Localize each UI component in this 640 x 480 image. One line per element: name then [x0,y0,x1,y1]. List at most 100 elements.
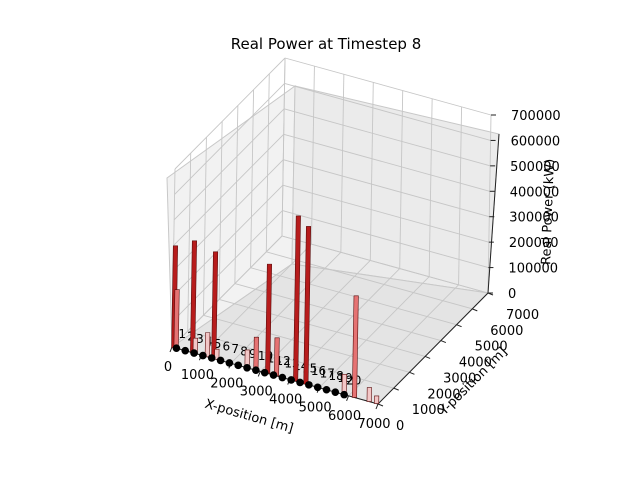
node-label: 17 [320,366,335,380]
grid-line [284,57,492,116]
grid-line [250,89,255,268]
z-tick-label: 700000 [511,109,561,124]
bus-node [225,359,234,367]
z-tick-label: 0 [508,287,516,302]
node-label: 18 [329,369,344,383]
z-tick-label: 300000 [509,211,559,226]
grid-line [187,153,192,332]
grid-line [201,243,312,356]
bus-node [331,388,340,396]
y-tick-label: 2000 [427,387,460,402]
node-label: 7 [231,342,239,356]
grid-line [172,159,284,272]
grid-line [234,105,239,284]
bus-node [313,383,322,392]
grid-line [218,121,223,300]
grid-line [283,133,490,192]
bus-node [269,371,278,379]
bus-node [340,390,348,399]
x-tick-label: 3000 [240,384,273,399]
grid-line [187,330,394,389]
z-ticks: 0 100000 200000 300000 400000 500000 600000 700… [488,109,561,302]
bus-nodes [172,344,348,399]
z-tick-label: 600000 [511,134,561,149]
bus-node [216,356,225,365]
y-tick-label: 3000 [443,371,476,386]
grid-line [230,251,342,364]
grid-line [250,267,457,326]
z-axis-label: Real Power (kW) [539,159,558,266]
x-tick-mark [346,395,350,402]
power-bar [293,215,301,382]
grid-line [171,235,283,348]
bus-node [260,368,269,377]
node-label: 6 [223,339,231,353]
power-bar [204,332,211,358]
bus-node [199,351,207,360]
node-label: 5 [214,337,222,351]
bus-node [190,349,198,357]
grid-line [282,184,489,243]
z-tick-label: 500000 [510,160,560,175]
x-tick-label: 5000 [299,401,332,416]
bus-node [305,381,313,389]
y-tick-mark [409,371,415,375]
y-tick-label: 1000 [412,403,445,418]
bus-node [278,373,287,382]
grid-line [219,298,426,357]
y-tick-label: 7000 [506,308,539,323]
power-bars [171,215,380,404]
grid-line [310,66,315,245]
z-tick-label: 100000 [508,262,558,277]
grid-line [172,184,284,297]
node-label: 12 [276,354,291,368]
node-label: 1 [178,327,186,341]
bus-node [322,385,331,394]
y-tick-mark [456,324,462,328]
bus-node [234,361,243,370]
z-tick-label: 200000 [509,236,559,251]
grid-line [174,83,285,195]
y-tick-label: 4000 [459,356,492,371]
y-tick-mark [377,403,384,407]
y-tick-mark [424,355,431,359]
x-tick-label: 7000 [357,417,390,432]
grid-line [202,137,207,316]
bus-node [287,376,295,384]
grid-line [340,74,345,253]
grid-line [281,235,489,294]
node-label: 8 [240,344,248,358]
grid-line [174,57,286,170]
y-tick-label: 0 [396,419,404,434]
grid-line [318,276,430,389]
x-tick-mark [257,371,261,377]
grid-line [266,251,473,310]
y-tick-mark [472,308,478,312]
grid-line [281,57,286,237]
grid-line [282,210,489,269]
z-tick-label: 400000 [510,185,560,200]
z-axis-line [487,133,500,294]
x-tick-label: 2000 [210,376,243,391]
grid-line [284,108,491,167]
x-tick-mark [375,403,379,410]
grid-line [458,106,463,285]
x-tick-label: 1000 [181,368,214,383]
grid-line [428,98,433,277]
power-bar [366,387,372,402]
node-label: 16 [311,364,326,378]
grid-line [172,210,283,322]
bus-node [172,344,181,353]
grid-line [173,133,285,246]
power-bar [374,395,380,404]
y-tick-mark [393,387,399,391]
node-label: 3 [196,332,204,346]
grid-line [369,82,374,261]
grid-line [284,82,491,141]
x-tick-mark [169,346,173,353]
node-label: 9 [249,347,257,361]
grid-line [399,90,404,269]
y-tick-label: 6000 [490,324,523,339]
